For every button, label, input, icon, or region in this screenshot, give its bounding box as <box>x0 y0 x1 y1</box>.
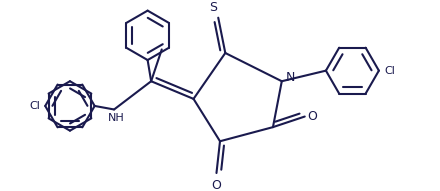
Text: O: O <box>212 179 221 191</box>
Text: O: O <box>307 110 317 123</box>
Text: S: S <box>209 1 217 14</box>
Text: N: N <box>286 71 295 84</box>
Text: Cl: Cl <box>29 101 40 111</box>
Text: Cl: Cl <box>384 66 395 76</box>
Text: NH: NH <box>107 113 124 123</box>
